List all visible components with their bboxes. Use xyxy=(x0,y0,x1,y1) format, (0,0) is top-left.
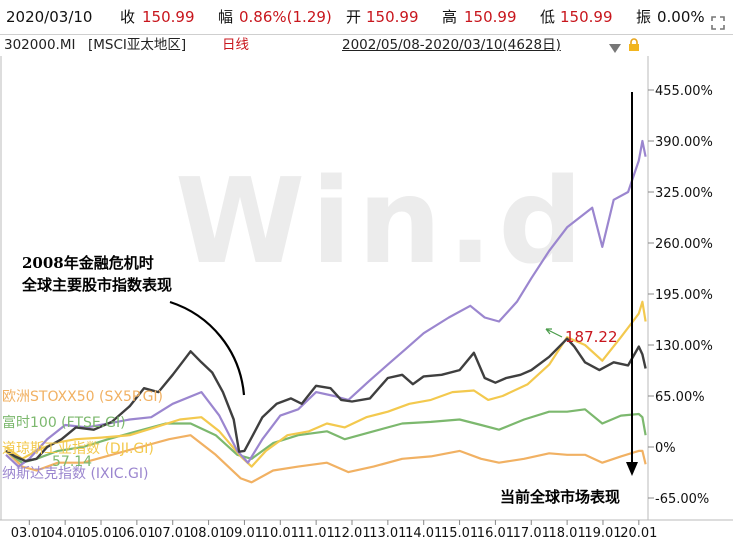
series-line-stoxx[interactable] xyxy=(5,434,647,484)
series-line-dji[interactable] xyxy=(5,300,647,468)
series-line-asia[interactable] xyxy=(5,337,647,463)
x-tick-label: 13.01 xyxy=(369,526,406,541)
low-value: 150.99 xyxy=(560,8,613,26)
crisis-annotation-line1: 2008年金融危机时 xyxy=(22,254,154,272)
crisis-annotation-curve xyxy=(169,300,246,396)
x-tick-label: 18.01 xyxy=(549,526,586,541)
amplitude-value: 0.00% xyxy=(657,8,705,26)
value-label-arrowhead xyxy=(545,328,552,335)
x-tick-label: 17.01 xyxy=(513,526,550,541)
dropdown-triangle-icon[interactable] xyxy=(608,39,622,53)
x-tick-label: 14.01 xyxy=(405,526,442,541)
value-label-leader xyxy=(545,328,563,338)
amplitude-label: 振 xyxy=(636,8,652,26)
period-label[interactable]: 日线 xyxy=(222,37,249,53)
close-value: 150.99 xyxy=(142,8,195,26)
current-annotation: 当前全球市场表现 xyxy=(500,488,620,506)
low-label: 低 xyxy=(540,8,556,26)
x-tick-label: 09.01 xyxy=(226,526,263,541)
date-range[interactable]: 2002/05/08-2020/03/10(4628日) xyxy=(342,37,561,53)
legend-overlap-label: 57.14 xyxy=(52,454,92,470)
x-tick-label: 04.01 xyxy=(47,526,84,541)
high-value: 150.99 xyxy=(464,8,517,26)
close-label: 收 xyxy=(120,8,136,26)
x-tick-label: 19.01 xyxy=(584,526,621,541)
series-line-ftse[interactable] xyxy=(5,408,647,464)
y-tick-label: 195.00% xyxy=(655,288,713,303)
x-tick-label: 12.01 xyxy=(333,526,370,541)
y-tick-label: 390.00% xyxy=(655,135,713,150)
watermark-logo: Win.d xyxy=(175,152,589,290)
x-tick-label: 07.01 xyxy=(154,526,191,541)
series-subheader: 302000.MI [MSCI亚太地区] 日线 2002/05/08-2020/… xyxy=(0,34,733,56)
x-tick-label: 06.01 xyxy=(118,526,155,541)
legend-entry[interactable]: 纳斯达克指数 (IXIC.GI) xyxy=(2,466,148,482)
crisis-annotation-line2: 全球主要股市指数表现 xyxy=(21,276,172,294)
x-tick-label: 15.01 xyxy=(441,526,478,541)
y-tick-label: 130.00% xyxy=(655,339,713,354)
y-tick-label: 455.00% xyxy=(655,84,713,99)
value-label: 187.22 xyxy=(565,328,618,346)
security-code: 302000.MI xyxy=(4,37,76,53)
x-tick-label: 05.01 xyxy=(82,526,119,541)
change-label: 幅 xyxy=(218,8,234,26)
security-name: [MSCI亚太地区] xyxy=(88,37,187,53)
quote-date: 2020/03/10 xyxy=(6,8,93,26)
change-value: 0.86%(1.29) xyxy=(239,8,332,26)
quote-header: 2020/03/10 收 150.99 幅 0.86%(1.29) 开 150.… xyxy=(0,0,733,35)
open-label: 开 xyxy=(346,8,362,26)
x-tick-label: 16.01 xyxy=(477,526,514,541)
legend-entry[interactable]: 道琼斯工业指数 (DJI.GI) xyxy=(2,441,154,457)
x-tick-label: 10.01 xyxy=(262,526,299,541)
high-label: 高 xyxy=(442,8,458,26)
y-tick-label: 65.00% xyxy=(655,390,705,405)
open-value: 150.99 xyxy=(366,8,419,26)
legend-entry[interactable]: 富时100 (FTSE.GI) xyxy=(2,414,126,431)
x-tick-label: 08.01 xyxy=(190,526,227,541)
x-tick-label: 20.01 xyxy=(620,526,657,541)
y-tick-label: -65.00% xyxy=(655,492,709,507)
legend-entry[interactable]: 欧洲STOXX50 (SX5P.GI) xyxy=(2,389,163,405)
current-arrow-head xyxy=(626,462,638,476)
x-tick-label: 03.01 xyxy=(11,526,48,541)
x-tick-label: 11.01 xyxy=(298,526,335,541)
y-tick-label: 260.00% xyxy=(655,237,713,252)
y-tick-label: 0% xyxy=(655,441,676,456)
expand-arrows-icon[interactable] xyxy=(710,9,726,30)
lock-icon[interactable] xyxy=(628,37,640,51)
y-tick-label: 325.00% xyxy=(655,186,713,201)
